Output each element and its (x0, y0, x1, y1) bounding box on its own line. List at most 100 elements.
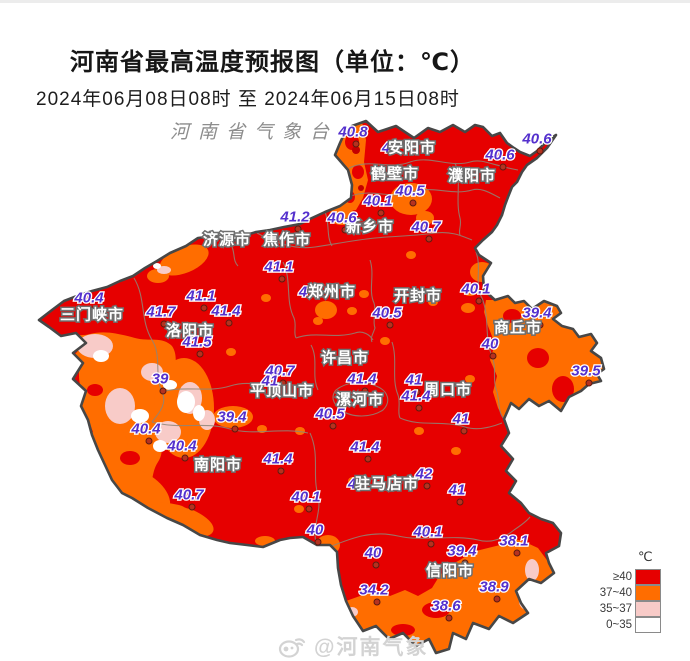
station-dot (423, 482, 431, 490)
social-watermark: @河南气象 (278, 631, 428, 661)
temp-label: 40.6 (326, 210, 357, 227)
temp-label: 40.7 (264, 363, 295, 380)
temp-label: 38.1 (499, 533, 528, 550)
city-label: 鹤壁市 (371, 165, 419, 183)
legend-swatch (635, 568, 661, 585)
legend-swatch (635, 600, 661, 617)
station-dot (373, 598, 381, 606)
temp-label: 40.1 (290, 489, 320, 506)
legend-swatch (635, 616, 661, 633)
temp-label: 40 (481, 336, 499, 353)
temp-label: 42 (415, 466, 433, 483)
province-outline (37, 119, 606, 655)
station-dot (278, 275, 286, 283)
station-dot (361, 387, 369, 395)
city-label: 驻马店市 (355, 475, 419, 493)
station-dot (413, 388, 421, 396)
city-label: 安阳市 (388, 139, 436, 157)
city-label: 新乡市 (346, 218, 394, 236)
station-dot (225, 319, 233, 327)
legend-label: 0~35 (606, 619, 632, 631)
station-dot (159, 387, 167, 395)
temp-label: 40.4 (166, 438, 197, 455)
zone-0-35 (93, 263, 205, 452)
city-label: 开封市 (394, 287, 442, 305)
city-label: 平顶山市 (250, 382, 314, 400)
city-label: 周口市 (424, 381, 472, 399)
temp-label: 40.6 (484, 147, 515, 164)
station-dot (377, 209, 385, 217)
temp-label: 41.4 (400, 388, 431, 405)
temp-label-partial: 4 (298, 284, 308, 301)
temp-label: 40.1 (362, 193, 392, 210)
station-dot (196, 350, 204, 358)
station-dot (145, 437, 153, 445)
temp-label: 40.5 (371, 305, 402, 322)
temperature-zones (43, 122, 604, 653)
page-top-edge (0, 0, 690, 3)
city-label: 许昌市 (321, 349, 369, 367)
temp-label-partial: 4 (347, 476, 357, 493)
temp-label: 40.8 (337, 124, 368, 141)
temp-label: 40 (364, 545, 382, 562)
station-dot (460, 427, 468, 435)
city-label: 济源市 (203, 231, 251, 249)
temp-label: 41.4 (210, 303, 241, 320)
temp-label: 38.9 (479, 579, 509, 596)
watermark-handle: @河南气象 (314, 636, 429, 659)
station-dot (305, 505, 313, 513)
prefecture-borders (133, 159, 531, 547)
legend-row: 0~35 (594, 616, 684, 633)
station-dot (461, 559, 469, 567)
temp-label: 40.1 (460, 281, 490, 298)
station-dot (231, 425, 239, 433)
legend-label: 37~40 (599, 587, 632, 599)
station-dot (386, 321, 394, 329)
station-dot (456, 498, 464, 506)
station-dot (493, 595, 501, 603)
temp-label: 41.5 (181, 334, 212, 351)
city-label: 濮阳市 (448, 167, 496, 185)
temp-label: 39.4 (217, 409, 247, 426)
map-title: 河南省最高温度预报图（单位：℃） (70, 49, 476, 76)
legend-title: ℃ (638, 549, 653, 564)
temp-label-partial: 4 (381, 140, 391, 157)
temp-label: 41.4 (262, 451, 293, 468)
temp-label: 39 (152, 371, 169, 388)
station-dot (409, 199, 417, 207)
station-dot (277, 467, 285, 475)
station-dot (499, 163, 507, 171)
temp-label: 39.4 (522, 305, 552, 322)
station-dot (200, 304, 208, 312)
forecast-date-range: 2024年06月08日08时 至 2024年06月15日08时 (36, 89, 460, 110)
station-dot (536, 147, 544, 155)
station-dot (585, 379, 593, 387)
station-dot (279, 379, 287, 387)
city-label: 漯河市 (336, 391, 384, 409)
station-dot (425, 235, 433, 243)
temp-label: 41.4 (346, 371, 377, 388)
station-dot (341, 226, 349, 234)
city-label: 三门峡市 (60, 306, 124, 324)
temp-label: 34.2 (359, 582, 389, 599)
temp-label: 40.4 (130, 421, 161, 438)
temp-label: 40.5 (394, 183, 425, 200)
agency-watermark: 河南省气象台 (170, 122, 339, 143)
temp-label: 40.6 (521, 131, 552, 148)
temp-label: 41.1 (263, 259, 293, 276)
legend-label: ≥40 (612, 571, 632, 583)
temp-label: 40.7 (410, 219, 441, 236)
city-label: 郑州市 (308, 283, 356, 301)
station-dot (364, 455, 372, 463)
temp-label: 40.5 (314, 406, 345, 423)
temp-label: 41 (448, 482, 466, 499)
city-label: 信阳市 (426, 562, 474, 580)
temp-label: 41.4 (349, 439, 380, 456)
temp-label-partial: 4 (450, 166, 460, 183)
station-dot (513, 549, 521, 557)
station-dot (188, 503, 196, 511)
temp-label: 40.1 (412, 524, 442, 541)
temp-label: 39.5 (571, 363, 601, 380)
